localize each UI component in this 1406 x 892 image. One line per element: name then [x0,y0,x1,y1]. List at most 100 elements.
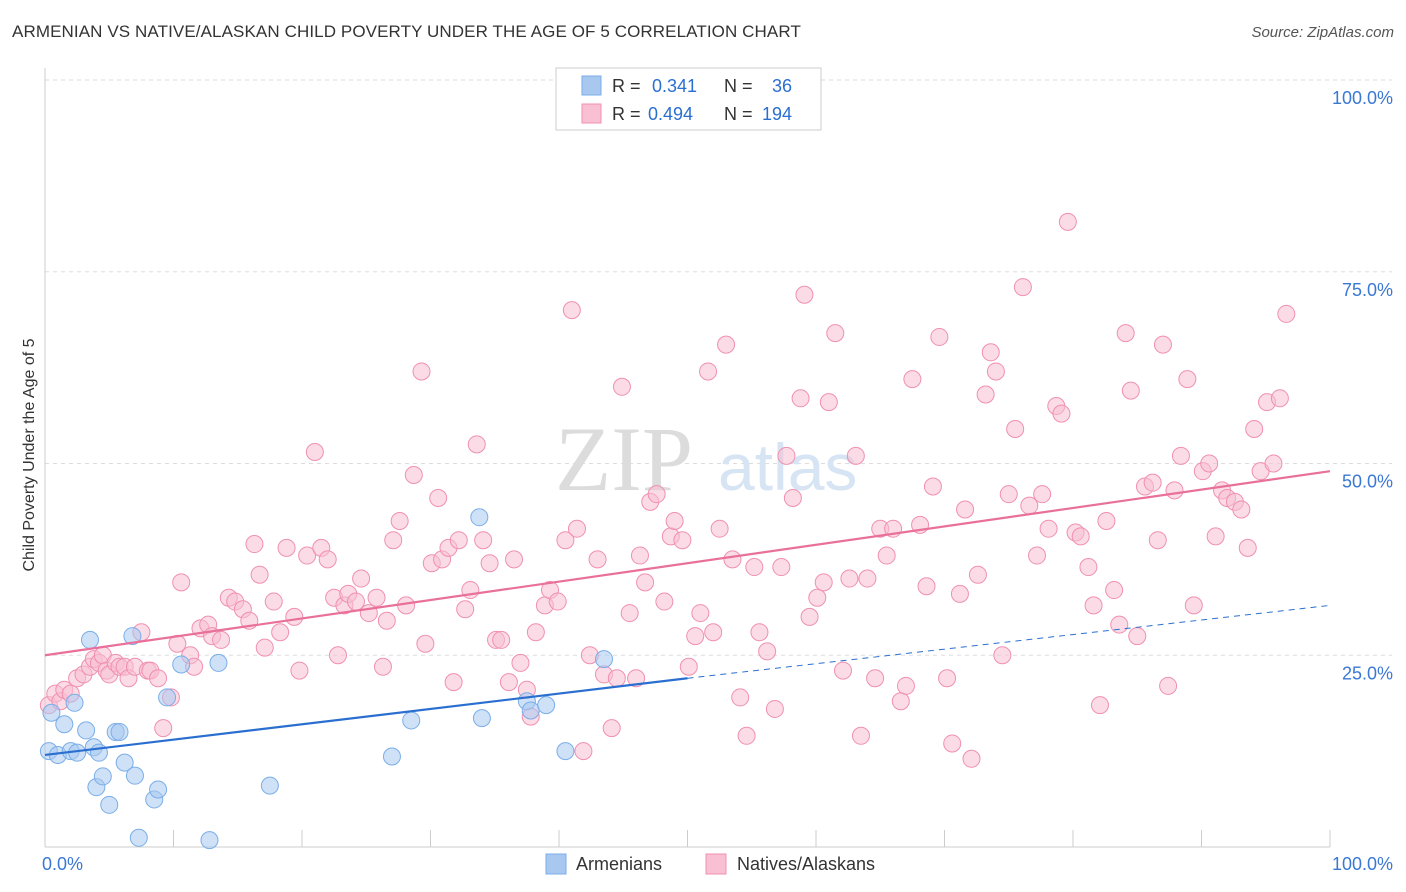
y-tick-label: 100.0% [1332,88,1393,108]
native-point [245,535,264,554]
native-point [791,389,810,408]
native-point [384,531,403,550]
native-point [305,442,324,461]
legend-swatch-natives [581,103,602,124]
legend-n-value: 194 [762,104,792,124]
native-point [1270,389,1289,408]
armenian-point [470,508,489,527]
native-point [1090,696,1109,715]
armenian-point [472,709,491,728]
native-point [704,623,723,642]
native-point [526,623,545,642]
native-point [699,362,718,381]
legend-r-value: 0.494 [648,104,693,124]
native-point [404,466,423,485]
native-point [255,638,274,657]
native-point [264,592,283,611]
source-label: Source: ZipAtlas.com [1251,24,1394,41]
legend-label-armenians: Armenians [576,854,662,874]
native-point [1171,446,1190,465]
native-point [903,370,922,389]
native-point [891,692,910,711]
x-tick-label: 0.0% [42,854,83,874]
grid-lines [45,79,1392,656]
native-point [1128,627,1147,646]
y-axis-label: Child Poverty Under the Age of 5 [21,338,38,571]
native-point [1238,538,1257,557]
native-point [1232,500,1251,519]
native-point [250,565,269,584]
native-point [1028,546,1047,565]
armenian-point [42,703,61,722]
armenian-point [521,701,540,720]
native-point [858,569,877,588]
native-point [1084,596,1103,615]
native-point [808,588,827,607]
native-point [814,573,833,592]
armenian-point [65,693,84,712]
native-point [1165,481,1184,500]
native-point [556,531,575,550]
native-point [444,673,463,692]
native-point [377,611,396,630]
legend-n-label: N = [724,104,753,124]
armenian-point [537,696,556,715]
native-point [1033,485,1052,504]
y-tick-label: 50.0% [1342,472,1393,492]
armenian-point [402,711,421,730]
native-point [318,550,337,569]
native-point [710,519,729,538]
armenian-point [123,627,142,646]
native-point [620,604,639,623]
armenian-point [260,776,279,795]
native-point [846,446,865,465]
native-point [1159,676,1178,695]
native-point [731,688,750,707]
trend-lines [44,470,1331,757]
armenian-point [129,828,148,847]
series-legend: Armenians Natives/Alaskans [545,853,875,875]
native-point [412,362,431,381]
native-point [673,531,692,550]
armenian-point [158,688,177,707]
native-point [826,324,845,343]
native-point [745,558,764,577]
native-point [1277,304,1296,323]
native-point [795,285,814,304]
native-point [1116,324,1135,343]
armenian-point [100,795,119,814]
native-point [917,577,936,596]
native-point [647,485,666,504]
legend-r-label: R = [612,104,641,124]
legend-swatch-armenians [545,853,567,875]
native-point [866,669,885,688]
native-point [588,550,607,569]
native-point [819,393,838,412]
native-point [877,546,896,565]
native-point [429,489,448,508]
native-trend-line [44,470,1331,657]
armenian-point [556,742,575,761]
native-point [1206,527,1225,546]
native-point [1058,212,1077,231]
native-point [938,669,957,688]
armenian-trend-extension [687,604,1331,679]
native-point [1110,615,1129,634]
native-point [285,607,304,626]
native-point [777,446,796,465]
legend-n-label: N = [724,76,753,96]
native-point [449,531,468,550]
native-point [474,531,493,550]
native-point [548,592,567,611]
native-point [758,642,777,661]
native-point [1013,278,1032,297]
native-point [981,343,1000,362]
native-point [665,512,684,531]
native-point [691,604,710,623]
legend-r-label: R = [612,76,641,96]
native-point [499,673,518,692]
armenian-point [77,721,96,740]
armenian-point [115,753,134,772]
native-point [717,335,736,354]
native-point [298,546,317,565]
